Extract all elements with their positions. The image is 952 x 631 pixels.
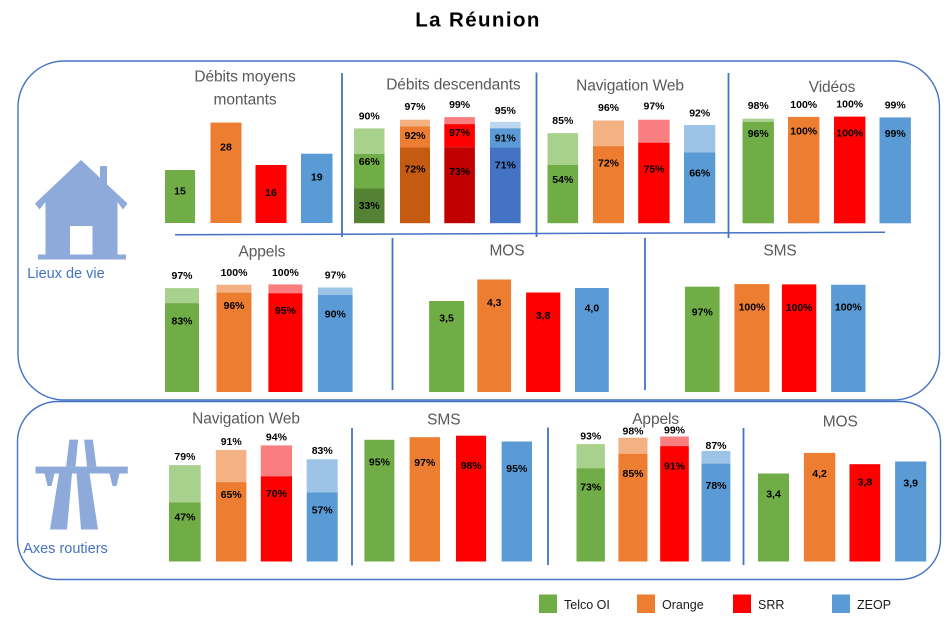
svg-text:98%: 98% bbox=[461, 460, 483, 472]
svg-text:3,9: 3,9 bbox=[903, 477, 918, 489]
svg-text:La Réunion: La Réunion bbox=[415, 9, 541, 32]
svg-text:99%: 99% bbox=[664, 425, 686, 437]
svg-text:19: 19 bbox=[311, 171, 323, 183]
svg-text:100%: 100% bbox=[739, 302, 767, 314]
svg-text:100%: 100% bbox=[836, 99, 864, 111]
svg-text:75%: 75% bbox=[643, 164, 665, 176]
svg-text:66%: 66% bbox=[689, 167, 711, 179]
svg-text:95%: 95% bbox=[495, 105, 517, 117]
svg-text:100%: 100% bbox=[786, 302, 814, 314]
svg-text:16: 16 bbox=[265, 187, 277, 199]
svg-text:99%: 99% bbox=[885, 128, 907, 140]
svg-text:100%: 100% bbox=[836, 128, 864, 140]
svg-text:78%: 78% bbox=[705, 480, 727, 492]
svg-text:95%: 95% bbox=[275, 305, 297, 317]
svg-text:montants: montants bbox=[214, 91, 277, 108]
svg-text:83%: 83% bbox=[171, 315, 193, 327]
svg-text:Axes routiers: Axes routiers bbox=[23, 541, 108, 557]
svg-text:95%: 95% bbox=[369, 456, 391, 468]
svg-text:96%: 96% bbox=[223, 300, 245, 312]
svg-text:SMS: SMS bbox=[763, 242, 796, 259]
svg-text:70%: 70% bbox=[266, 488, 288, 500]
svg-text:15: 15 bbox=[174, 186, 186, 198]
svg-text:66%: 66% bbox=[359, 156, 381, 168]
svg-text:Navigation Web: Navigation Web bbox=[192, 410, 300, 427]
svg-text:Débits descendants: Débits descendants bbox=[386, 76, 521, 93]
svg-text:93%: 93% bbox=[580, 430, 602, 442]
svg-text:94%: 94% bbox=[266, 431, 288, 443]
svg-text:83%: 83% bbox=[312, 445, 334, 457]
svg-text:Vidéos: Vidéos bbox=[809, 79, 856, 96]
svg-text:100%: 100% bbox=[221, 267, 249, 279]
svg-text:99%: 99% bbox=[449, 99, 471, 111]
svg-text:90%: 90% bbox=[325, 309, 347, 321]
svg-text:SRR: SRR bbox=[758, 598, 784, 612]
svg-text:97%: 97% bbox=[692, 307, 714, 319]
svg-text:92%: 92% bbox=[689, 107, 711, 119]
svg-text:33%: 33% bbox=[359, 200, 381, 212]
svg-text:91%: 91% bbox=[495, 133, 517, 145]
svg-text:73%: 73% bbox=[580, 481, 602, 493]
svg-text:99%: 99% bbox=[885, 99, 907, 111]
svg-text:Débits moyens: Débits moyens bbox=[194, 68, 296, 85]
svg-text:Orange: Orange bbox=[662, 598, 704, 612]
svg-text:54%: 54% bbox=[552, 174, 574, 186]
svg-text:Telco OI: Telco OI bbox=[564, 598, 610, 612]
svg-text:95%: 95% bbox=[506, 463, 528, 475]
svg-text:97%: 97% bbox=[404, 101, 426, 113]
svg-text:ZEOP: ZEOP bbox=[857, 598, 891, 612]
svg-text:4,3: 4,3 bbox=[487, 297, 502, 309]
svg-text:92%: 92% bbox=[404, 130, 426, 142]
svg-text:3,5: 3,5 bbox=[439, 313, 454, 325]
svg-text:72%: 72% bbox=[404, 164, 426, 176]
svg-text:Navigation Web: Navigation Web bbox=[576, 77, 684, 94]
svg-text:72%: 72% bbox=[598, 158, 620, 170]
svg-text:3,8: 3,8 bbox=[536, 310, 551, 322]
svg-text:100%: 100% bbox=[790, 99, 818, 111]
svg-text:73%: 73% bbox=[449, 166, 471, 178]
svg-text:97%: 97% bbox=[449, 127, 471, 139]
svg-text:91%: 91% bbox=[221, 436, 243, 448]
svg-text:90%: 90% bbox=[359, 110, 381, 122]
svg-text:MOS: MOS bbox=[489, 242, 524, 259]
svg-text:97%: 97% bbox=[414, 457, 436, 469]
svg-text:Appels: Appels bbox=[239, 243, 286, 260]
svg-text:4,0: 4,0 bbox=[585, 303, 600, 315]
svg-text:98%: 98% bbox=[748, 100, 770, 112]
svg-text:MOS: MOS bbox=[823, 413, 858, 430]
svg-text:3,4: 3,4 bbox=[766, 489, 781, 501]
svg-text:4,2: 4,2 bbox=[812, 468, 827, 480]
svg-text:97%: 97% bbox=[171, 270, 193, 282]
svg-text:91%: 91% bbox=[664, 461, 686, 473]
svg-text:96%: 96% bbox=[748, 128, 770, 140]
svg-text:98%: 98% bbox=[622, 426, 644, 438]
svg-text:87%: 87% bbox=[705, 440, 727, 452]
svg-text:85%: 85% bbox=[552, 115, 574, 127]
svg-text:3,8: 3,8 bbox=[858, 476, 873, 488]
svg-text:28: 28 bbox=[220, 141, 232, 153]
svg-text:65%: 65% bbox=[221, 489, 243, 501]
svg-text:79%: 79% bbox=[174, 451, 196, 463]
svg-text:97%: 97% bbox=[325, 270, 347, 282]
svg-text:57%: 57% bbox=[312, 505, 334, 517]
svg-text:85%: 85% bbox=[622, 468, 644, 480]
svg-text:100%: 100% bbox=[272, 267, 300, 279]
svg-text:100%: 100% bbox=[835, 302, 863, 314]
svg-text:47%: 47% bbox=[174, 512, 196, 524]
svg-text:Appels: Appels bbox=[632, 411, 679, 428]
svg-text:Lieux de vie: Lieux de vie bbox=[27, 266, 104, 282]
svg-text:SMS: SMS bbox=[427, 411, 460, 428]
svg-text:100%: 100% bbox=[790, 126, 818, 138]
svg-text:96%: 96% bbox=[598, 102, 620, 114]
svg-text:71%: 71% bbox=[495, 160, 517, 172]
svg-text:97%: 97% bbox=[643, 101, 665, 113]
